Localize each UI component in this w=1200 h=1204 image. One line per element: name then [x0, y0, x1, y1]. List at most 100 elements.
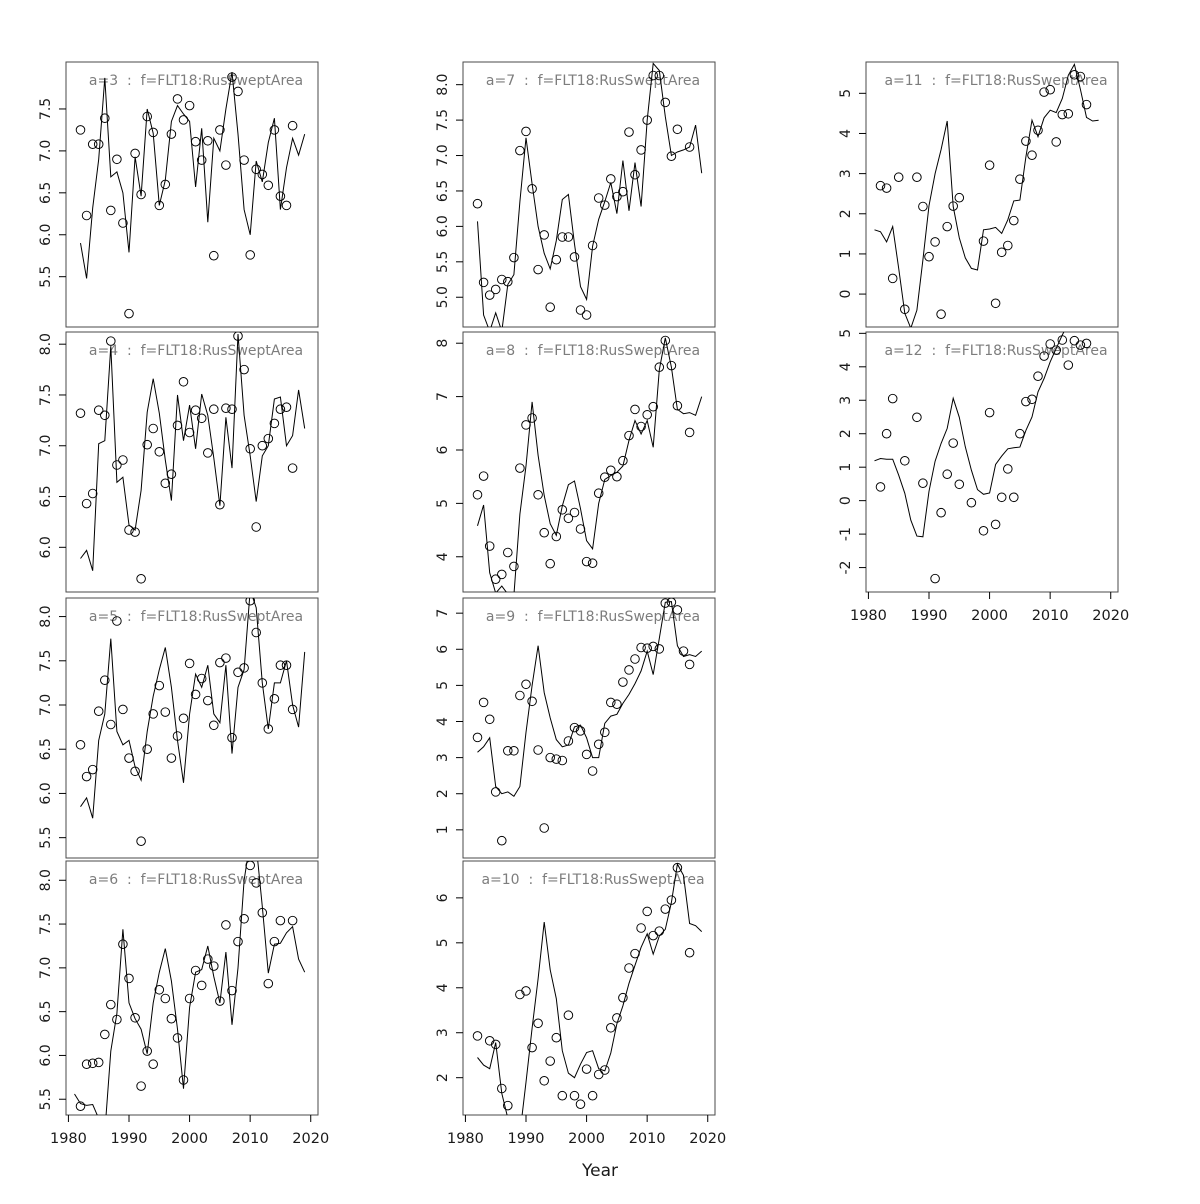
data-point [172, 731, 183, 741]
data-point [490, 787, 501, 797]
data-point [124, 308, 134, 319]
data-point [881, 428, 892, 439]
data-point [600, 727, 610, 738]
data-point [490, 1039, 501, 1050]
data-point [654, 70, 665, 81]
data-point [606, 1023, 616, 1033]
data-point [112, 460, 122, 470]
panel-border [65, 597, 319, 859]
data-point [215, 125, 225, 135]
y-tick-label: 6 [435, 645, 451, 654]
data-point [227, 404, 237, 414]
y-tick-label: 4 [838, 129, 854, 138]
data-point [209, 404, 219, 414]
panel-a7: a=7 : f=FLT18:RusSweptArea 5.0 5.5 6.0 6.5 7.… [435, 61, 716, 328]
data-point [557, 232, 568, 242]
data-point [490, 574, 501, 584]
data-point [984, 160, 995, 170]
data-point [245, 250, 255, 260]
data-point [557, 505, 568, 515]
data-point [533, 264, 543, 275]
data-point [257, 169, 268, 180]
panel-border [865, 331, 1119, 593]
x-tick-label: 1980 [447, 1131, 484, 1147]
data-point [636, 145, 646, 155]
data-point [624, 963, 634, 973]
x-tick-label: 2000 [568, 1131, 605, 1147]
data-point [875, 482, 886, 492]
y-tick-label: 8.0 [435, 74, 451, 96]
data-point [287, 120, 298, 131]
data-point [990, 298, 1001, 309]
data-point [521, 420, 531, 430]
data-point [521, 986, 531, 996]
data-point [100, 675, 110, 685]
data-point [275, 915, 286, 926]
data-point [1039, 351, 1049, 361]
data-point [539, 1076, 549, 1086]
data-point [600, 1065, 610, 1075]
data-point [587, 240, 598, 251]
data-point [666, 598, 677, 608]
y-tick-label: 7.5 [38, 98, 54, 120]
panel-a5: a=5 : f=FLT18:RusSweptArea 5.5 6.0 6.5 7.0 7.… [38, 597, 319, 859]
panel-title: a=10 : f=FLT18:RusSweptArea [481, 872, 704, 888]
panel-title: a=4 : f=FLT18:RusSweptArea [89, 343, 303, 359]
data-point [930, 237, 940, 247]
data-point [484, 290, 495, 300]
data-point [239, 364, 249, 375]
data-point [81, 1059, 92, 1069]
x-tick-label: 2000 [971, 608, 1008, 624]
y-tick-label: 7.0 [38, 957, 54, 979]
data-point [509, 561, 519, 572]
data-point [618, 677, 628, 687]
y-tick-label: 5.5 [38, 1088, 54, 1110]
data-point [930, 573, 940, 584]
y-tick-label: -2 [838, 561, 854, 575]
data-point [484, 714, 495, 725]
data-point [666, 360, 677, 371]
data-point [912, 172, 922, 182]
data-point [269, 936, 280, 947]
data-point [569, 722, 580, 733]
data-point [251, 164, 261, 175]
data-point [184, 427, 195, 438]
data-point [557, 755, 568, 766]
data-point [148, 709, 158, 719]
data-point [75, 408, 86, 418]
data-point [978, 526, 989, 536]
data-point [112, 616, 122, 626]
x-tick-label: 2000 [171, 1131, 208, 1147]
data-point [678, 646, 689, 656]
model-line [477, 862, 703, 1115]
y-tick-label: 7.0 [38, 140, 54, 162]
data-point [215, 499, 225, 510]
model-line [874, 332, 1065, 538]
data-point [263, 180, 274, 191]
data-point [209, 961, 219, 971]
data-point [569, 1090, 580, 1101]
data-point [142, 744, 152, 754]
y-tick-label: 6.0 [38, 224, 54, 246]
y-tick-label: 7.5 [38, 384, 54, 406]
y-tick-label: 4 [838, 362, 854, 371]
y-tick-label: 2 [838, 209, 854, 218]
data-point [942, 221, 952, 232]
data-point [612, 1013, 622, 1023]
data-point [527, 1042, 537, 1053]
data-point [118, 939, 128, 949]
data-point [666, 151, 677, 161]
data-point [624, 127, 634, 137]
data-point [227, 72, 237, 82]
panel-border [462, 597, 716, 859]
y-tick-label: 3 [435, 1028, 451, 1037]
data-point [618, 455, 628, 466]
data-point [539, 230, 549, 240]
data-point [990, 519, 1001, 530]
data-point [600, 200, 610, 210]
y-tick-label: 5 [838, 89, 854, 98]
data-point [142, 111, 152, 122]
data-point [503, 1100, 513, 1111]
y-tick-label: 0 [838, 496, 854, 505]
